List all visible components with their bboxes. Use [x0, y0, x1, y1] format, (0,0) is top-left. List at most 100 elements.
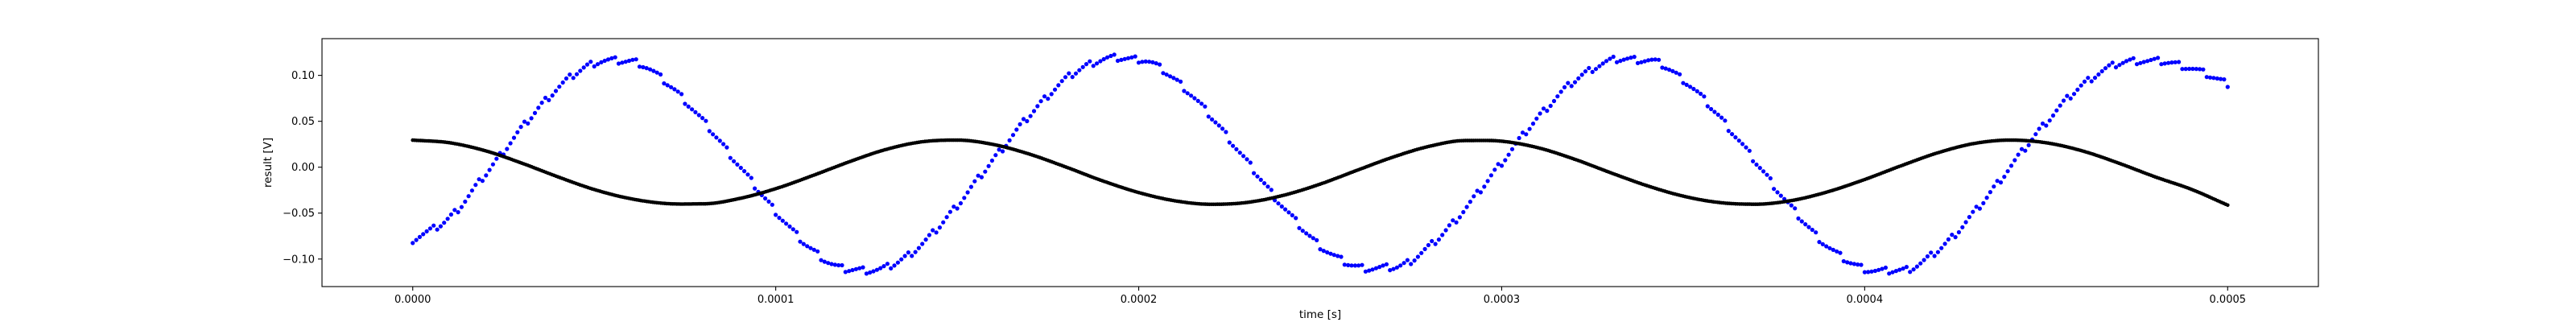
series-1-point: [2134, 62, 2140, 67]
series-1-point: [1649, 57, 1654, 62]
series-1-point: [1883, 265, 1888, 270]
series-1-point: [1297, 225, 1302, 230]
series-1-point: [937, 225, 942, 230]
series-1-point: [2110, 60, 2115, 65]
series-1-point: [1530, 122, 1536, 126]
series-1-point: [1695, 89, 1699, 93]
series-1-point: [1038, 99, 1043, 104]
series-1-point: [1723, 118, 1728, 123]
series-1-point: [1691, 86, 1696, 92]
series-1-point: [1963, 220, 1968, 225]
series-1-point: [1112, 52, 1117, 57]
series-1-point: [480, 179, 485, 184]
series-1-point: [414, 237, 419, 242]
series-1-point: [1010, 133, 1016, 138]
series-1-point: [889, 266, 894, 270]
series-1-point: [1670, 68, 1675, 73]
series-1-point: [505, 147, 510, 151]
series-1-point: [1775, 190, 1780, 195]
series-1-point: [1052, 87, 1058, 92]
series-1-point: [1754, 162, 1759, 167]
series-1-point: [1950, 233, 1955, 237]
series-1-point: [1953, 235, 1958, 240]
series-1-point: [962, 196, 967, 200]
series-1-point: [1579, 72, 1584, 77]
series-1-point: [463, 199, 468, 204]
series-1-point: [1119, 57, 1124, 62]
series-1-point: [753, 186, 758, 191]
series-1-point: [1914, 264, 1919, 269]
series-1-point: [1248, 160, 1253, 165]
series-1-point: [931, 228, 935, 233]
series-1-point: [571, 76, 576, 80]
series-1-point: [1070, 75, 1075, 80]
series-1-point: [742, 169, 747, 174]
series-1-point: [711, 132, 716, 137]
series-1-point: [1388, 268, 1393, 273]
series-1-point: [1566, 80, 1571, 85]
series-1-point: [798, 239, 803, 244]
series-1-point: [1104, 55, 1110, 60]
series-1-point: [902, 254, 907, 258]
series-1-point: [1992, 184, 1996, 189]
series-1-point: [1224, 130, 1228, 134]
series-1-point: [1140, 60, 1145, 64]
series-1-point: [1440, 233, 1445, 237]
series-1-point: [1796, 216, 1801, 221]
series-1-point: [547, 97, 551, 102]
series-1-point: [1370, 267, 1375, 272]
series-1-point: [1977, 206, 1982, 211]
series-1-point: [1255, 174, 1260, 179]
series-1-point: [1678, 72, 1682, 76]
series-1-point: [1252, 171, 1257, 175]
series-1-point: [1740, 142, 1745, 147]
series-1-point: [1506, 152, 1511, 157]
series-1-point: [1960, 225, 1965, 229]
series-1-point: [658, 72, 663, 77]
series-1-point: [1799, 219, 1804, 224]
series-1-point: [840, 262, 844, 268]
series-1-point: [1918, 261, 1923, 266]
series-1-point: [721, 142, 726, 147]
series-1-point: [1091, 64, 1096, 68]
series-1-point: [811, 247, 816, 252]
series-1-point: [997, 147, 1001, 152]
series-1-point: [1283, 207, 1288, 212]
series-1-point: [1245, 157, 1249, 162]
series-1-point: [1101, 56, 1106, 62]
series-1-point: [1897, 267, 1902, 272]
series-1-point: [2128, 57, 2132, 62]
series-1-point: [1925, 254, 1930, 259]
series-1-point: [2208, 75, 2213, 80]
series-1-point: [2044, 123, 2049, 128]
series-1-point: [560, 80, 565, 85]
series-1-point: [874, 267, 879, 272]
series-1-point: [2215, 76, 2219, 81]
series-1-point: [1220, 126, 1225, 131]
series-1-point: [1747, 148, 1752, 153]
series-1-point: [1000, 149, 1005, 154]
series-1-point: [1426, 242, 1430, 248]
x-tick-label: 0.0001: [758, 294, 795, 306]
series-1-point: [1182, 89, 1187, 93]
series-1-point: [2166, 60, 2171, 65]
series-1-point: [1279, 204, 1284, 209]
series-1-point: [1147, 60, 1152, 64]
series-1-point: [1482, 184, 1487, 189]
series-1-point: [1179, 79, 1183, 84]
series-1-point: [2019, 147, 2025, 151]
series-1-point: [916, 246, 921, 250]
series-1-point: [1234, 147, 1239, 151]
series-1-point: [1286, 210, 1291, 215]
series-1-point: [613, 55, 617, 60]
series-1-point: [2219, 76, 2223, 81]
series-1-point: [1363, 269, 1368, 274]
series-1-point: [2040, 121, 2046, 126]
series-1: [411, 52, 2230, 276]
series-1-point: [1025, 118, 1030, 124]
x-tick-label: 0.0004: [1847, 294, 1884, 306]
series-1-point: [1084, 62, 1089, 67]
series-1-point: [1269, 188, 1274, 192]
series-1-point: [832, 262, 837, 267]
series-1-point: [568, 72, 572, 77]
